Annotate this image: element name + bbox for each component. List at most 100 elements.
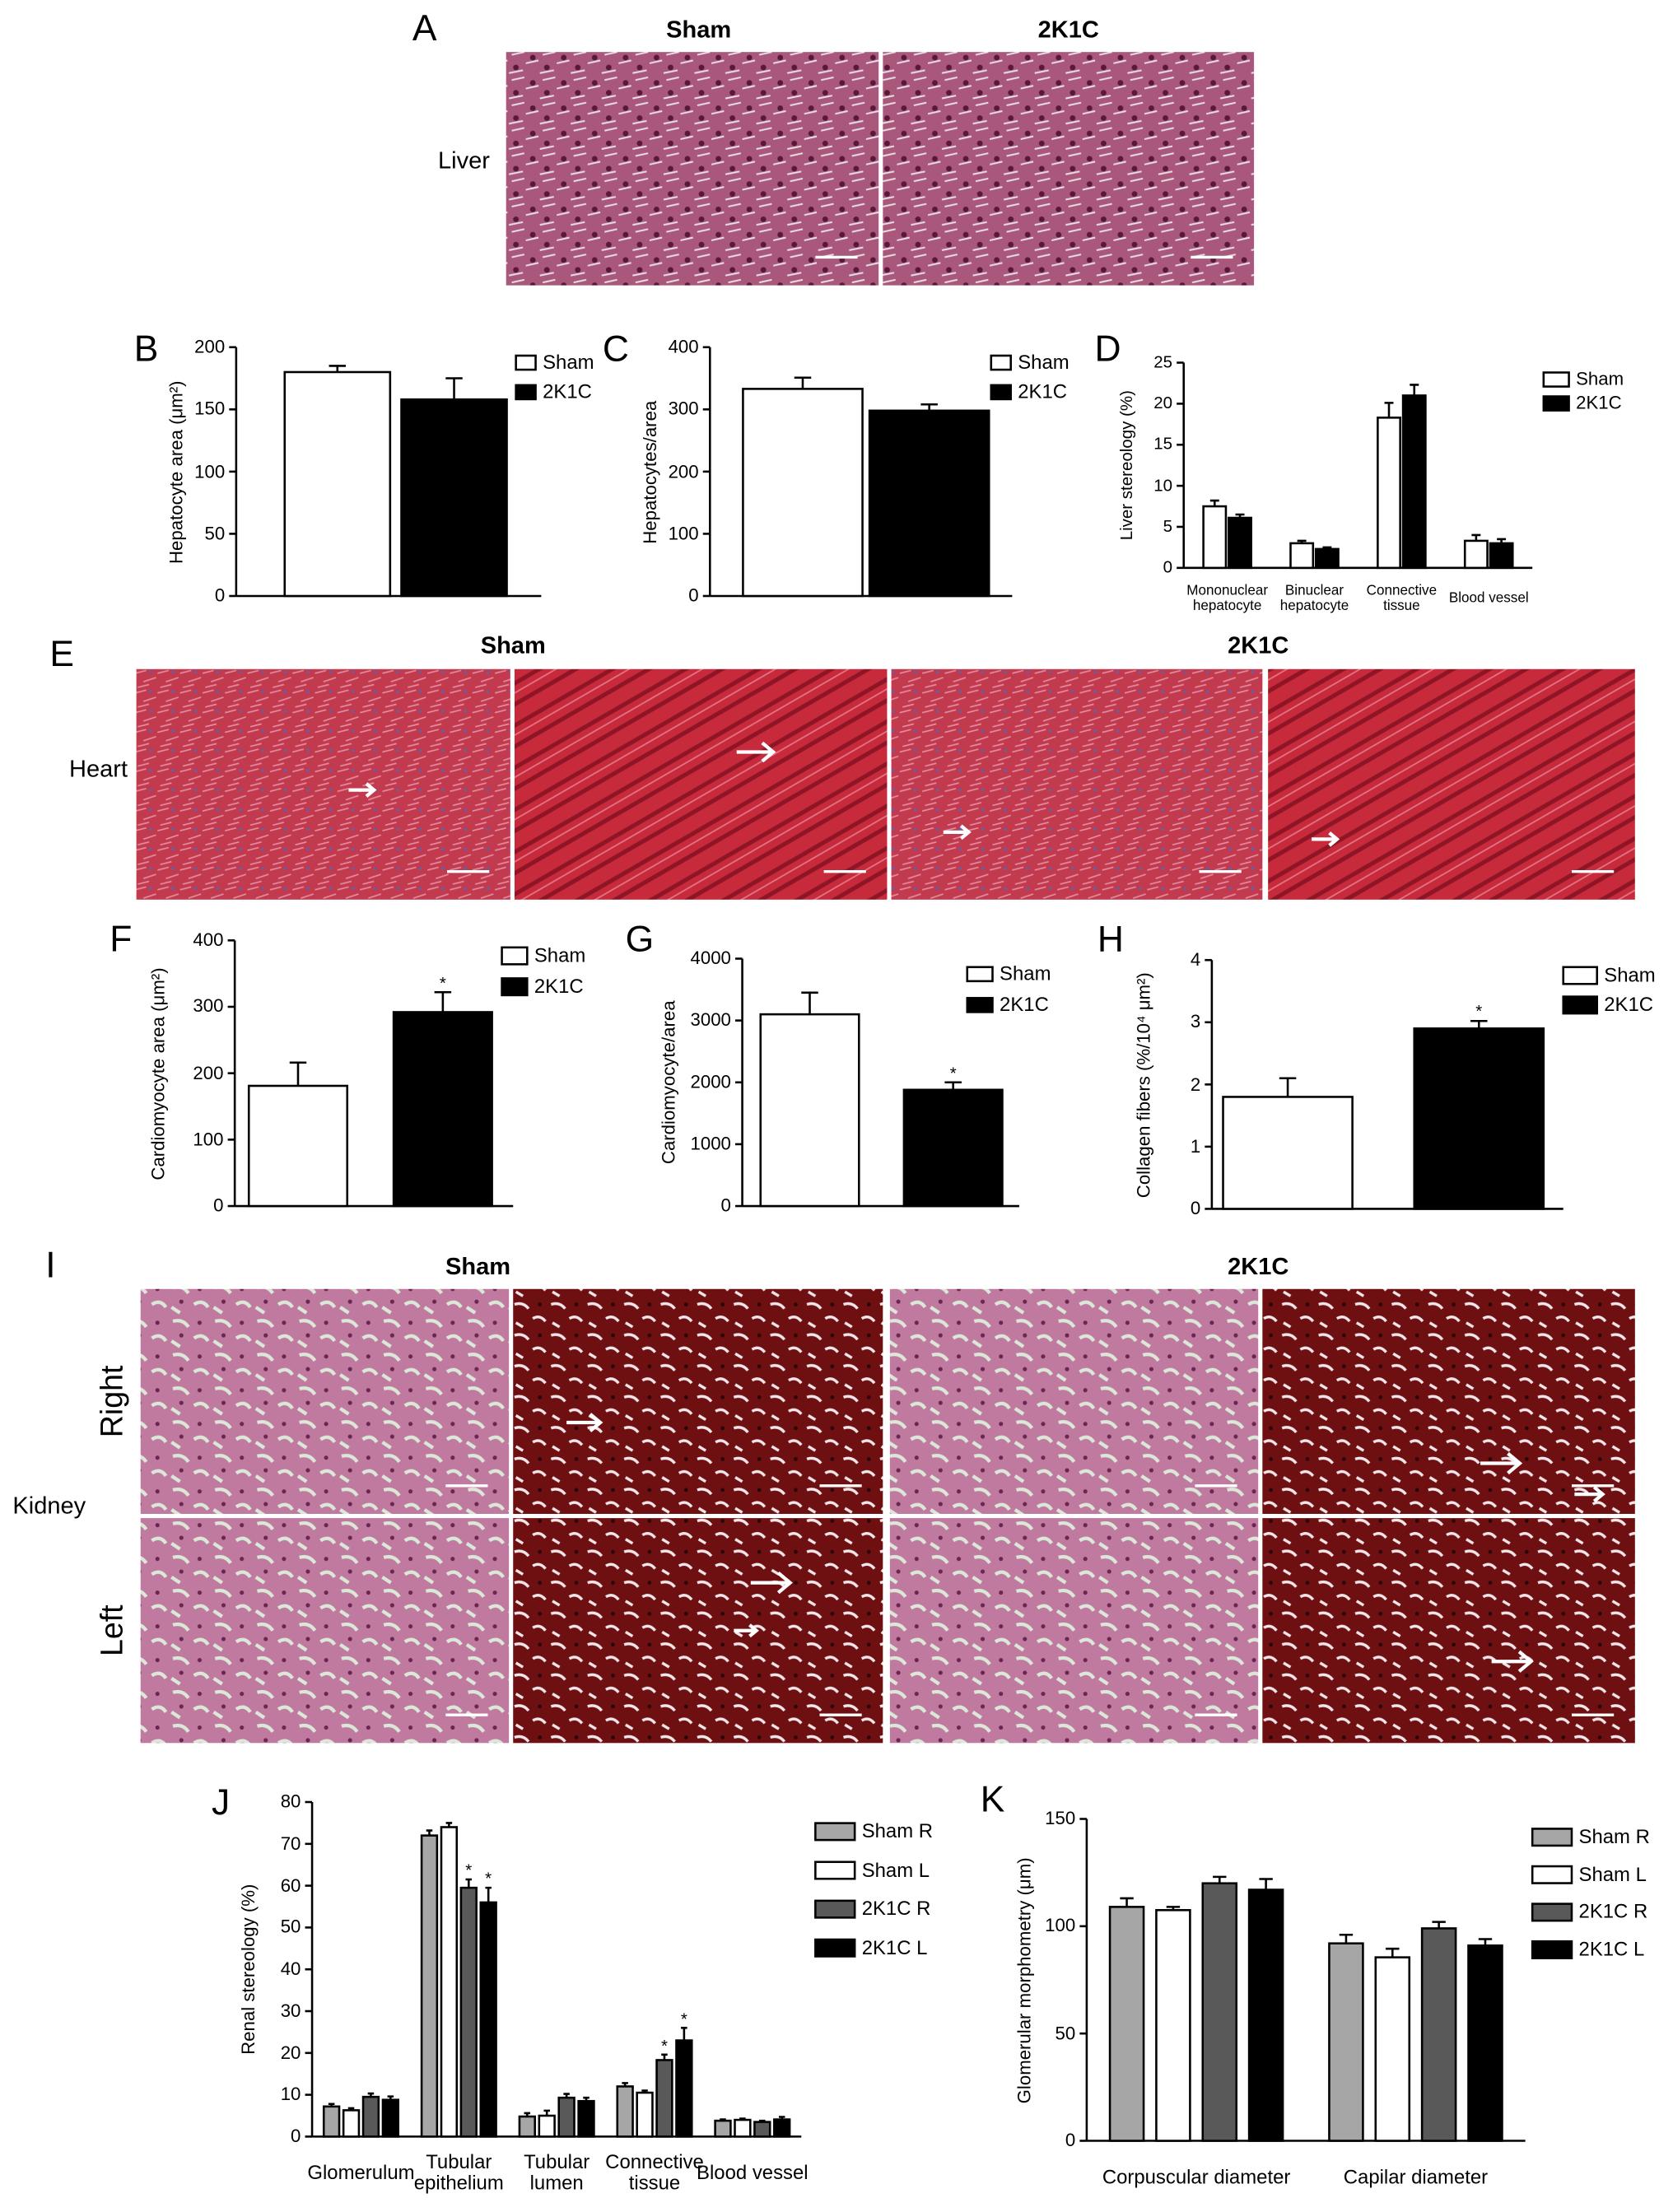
legend-label: 2K1C xyxy=(1000,993,1049,1016)
panel-letter: E xyxy=(49,631,74,675)
y-tick-label: 0 xyxy=(688,584,699,606)
legend-label: 2K1C R xyxy=(861,1897,931,1920)
micrograph xyxy=(513,1288,883,1514)
bar xyxy=(1377,417,1401,570)
y-axis-label: Collagen fibers (%/10⁴ μm²) xyxy=(1132,971,1154,1198)
error-bar xyxy=(759,2119,766,2122)
error-bar xyxy=(1478,1938,1493,1946)
arrow xyxy=(1480,1451,1523,1475)
legend-swatch xyxy=(515,354,537,371)
bar xyxy=(655,2059,673,2138)
micrograph xyxy=(506,52,879,286)
bar xyxy=(420,1834,439,2138)
legend-swatch xyxy=(814,1938,856,1958)
legend-swatch xyxy=(814,1899,856,1919)
organ-label: Kidney xyxy=(12,1492,86,1520)
panel-letter: A xyxy=(412,7,437,49)
legend-label: Sham R xyxy=(861,1819,934,1842)
error-bar xyxy=(329,365,347,372)
bar xyxy=(759,1013,860,1208)
error-bar xyxy=(485,1886,492,1902)
legend-label: 2K1C xyxy=(543,380,592,403)
y-tick-label: 2 xyxy=(1190,1073,1201,1095)
error-bar xyxy=(681,2027,687,2041)
x-tick-label: Capilar diameter xyxy=(1343,2165,1489,2188)
bar xyxy=(342,2109,361,2138)
error-bar xyxy=(1120,1897,1134,1907)
bar xyxy=(247,1084,349,1208)
panel-letter: D xyxy=(1094,327,1121,370)
bar xyxy=(557,2096,576,2138)
legend-swatch xyxy=(1531,1902,1573,1922)
y-tick-label: 40 xyxy=(280,1958,301,1979)
y-tick-label: 300 xyxy=(668,398,699,420)
x-tick-label: Glomerulum xyxy=(307,2160,415,2184)
micrograph xyxy=(136,668,510,900)
error-bar xyxy=(434,990,452,1013)
y-tick-label: 100 xyxy=(1045,1914,1076,1936)
micrograph xyxy=(891,668,1263,900)
y-tick-label: 0 xyxy=(291,2125,301,2147)
micrograph xyxy=(1262,1518,1635,1744)
bar xyxy=(1202,505,1228,570)
bar xyxy=(1463,539,1489,570)
legend-swatch xyxy=(966,966,994,983)
legend-swatch xyxy=(814,1822,856,1842)
bar xyxy=(322,2105,341,2138)
error-bar xyxy=(445,1822,453,1828)
y-tick-label: 150 xyxy=(1045,1807,1076,1829)
bar xyxy=(1289,542,1315,570)
y-tick-label: 400 xyxy=(668,335,699,357)
group-label: Sham xyxy=(666,16,732,44)
y-tick-label: 20 xyxy=(1153,393,1173,413)
error-bar xyxy=(347,2107,355,2111)
group-label: 2K1C xyxy=(1228,1253,1289,1280)
micrograph xyxy=(889,1518,1259,1744)
bar xyxy=(459,1886,478,2138)
organ-label: Heart xyxy=(69,756,128,783)
significance-label: * xyxy=(1475,1002,1483,1022)
legend-swatch xyxy=(1531,1940,1573,1959)
bar xyxy=(714,2119,732,2138)
error-bar xyxy=(328,2103,335,2107)
legend-label: 2K1C L xyxy=(861,1935,928,1958)
bar xyxy=(1467,1944,1503,2142)
bar xyxy=(734,2118,752,2138)
arrow xyxy=(1312,831,1340,847)
legend-label: Sham xyxy=(534,943,586,966)
error-bar xyxy=(1279,1077,1297,1097)
y-tick-label: 0 xyxy=(1065,2129,1076,2151)
bar xyxy=(616,2085,634,2138)
legend-swatch xyxy=(814,1860,856,1880)
error-bar xyxy=(1471,533,1481,541)
y-tick-label: 0 xyxy=(214,584,226,606)
y-tick-label: 200 xyxy=(193,1061,224,1083)
y-tick-label: 50 xyxy=(280,1916,301,1938)
error-bar xyxy=(289,1061,307,1087)
x-tick-label: Tubular lumen xyxy=(524,2149,590,2195)
error-bar xyxy=(367,2092,375,2098)
legend-label: 2K1C R xyxy=(1578,1900,1648,1923)
legend-swatch xyxy=(1542,371,1570,388)
legend-swatch xyxy=(1531,1865,1573,1884)
y-axis-label: Hepatocyte area (μm²) xyxy=(165,380,187,564)
y-tick-label: 10 xyxy=(1153,475,1173,496)
significance-label: * xyxy=(660,2035,668,2056)
legend-swatch xyxy=(990,354,1012,371)
y-tick-label: 30 xyxy=(280,2000,301,2021)
bar xyxy=(902,1088,1004,1208)
error-bar xyxy=(1386,1947,1400,1958)
bar xyxy=(1314,547,1340,570)
y-tick-label: 0 xyxy=(213,1194,224,1216)
group-label: 2K1C xyxy=(1037,16,1099,44)
legend-label: Sham xyxy=(1604,963,1656,986)
arrow xyxy=(736,741,776,763)
y-tick-label: 25 xyxy=(1153,352,1173,372)
significance-label: * xyxy=(439,973,446,993)
panel-letter: I xyxy=(45,1243,56,1286)
y-axis-label: Liver stereology (%) xyxy=(1116,390,1137,541)
bar xyxy=(400,398,508,598)
significance-label: * xyxy=(485,1868,492,1888)
y-tick-label: 5 xyxy=(1163,515,1173,536)
